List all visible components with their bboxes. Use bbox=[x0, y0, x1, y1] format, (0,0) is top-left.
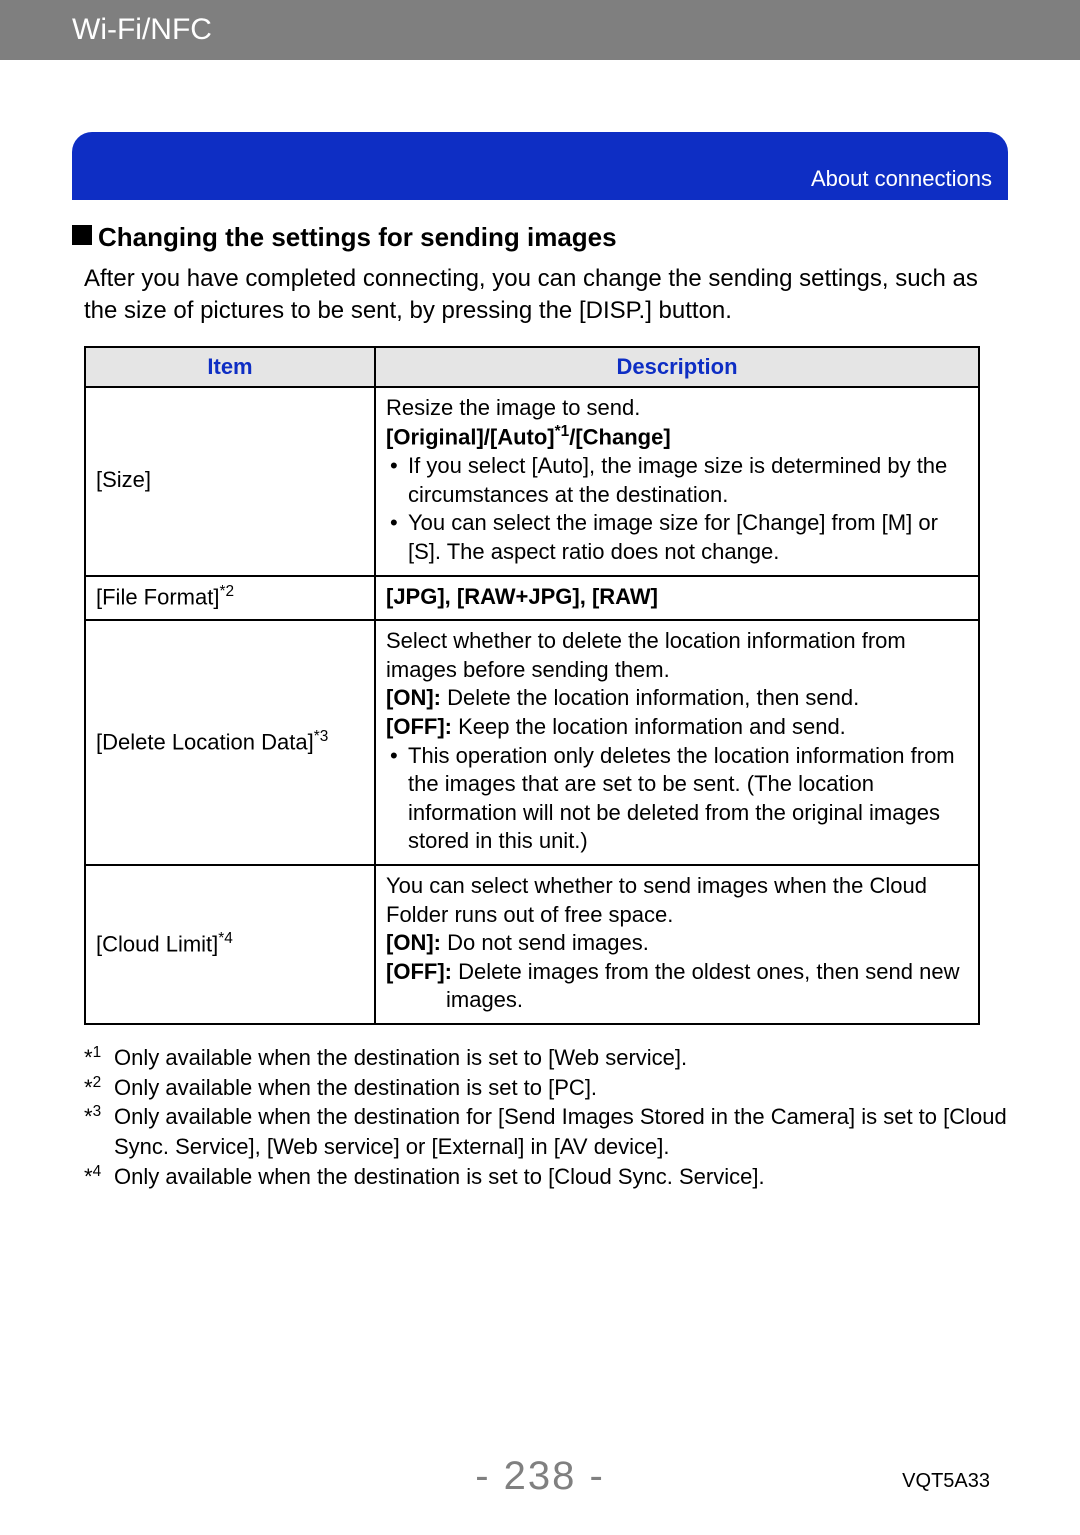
cloud-off-text-a: Delete images from the oldest ones, then… bbox=[452, 959, 960, 984]
size-bullets: If you select [Auto], the image size is … bbox=[386, 452, 968, 566]
deleteloc-off-text: Keep the location information and send. bbox=[452, 714, 846, 739]
footnote-4-num: 4 bbox=[93, 1163, 102, 1180]
deleteloc-item-text: [Delete Location Data] bbox=[96, 729, 314, 754]
size-bullet-1: If you select [Auto], the image size is … bbox=[386, 452, 968, 509]
footnote-4-text: Only available when the destination is s… bbox=[114, 1162, 1008, 1192]
deleteloc-on: [ON]: Delete the location information, t… bbox=[386, 684, 968, 713]
settings-table: Item Description [Size] Resize the image… bbox=[84, 346, 980, 1025]
footnote-4-mark: *4 bbox=[84, 1162, 114, 1192]
square-bullet-icon bbox=[72, 225, 92, 245]
size-line1: Resize the image to send. bbox=[386, 394, 968, 423]
cloud-on-label: [ON]: bbox=[386, 930, 441, 955]
section-band-label: About connections bbox=[811, 166, 992, 192]
deleteloc-line1: Select whether to delete the location in… bbox=[386, 627, 968, 684]
footnotes: *1 Only available when the destination i… bbox=[84, 1043, 1008, 1191]
cloud-on-text: Do not send images. bbox=[441, 930, 649, 955]
deleteloc-off-label: [OFF]: bbox=[386, 714, 452, 739]
footnote-3-num: 3 bbox=[93, 1103, 102, 1120]
table-header-row: Item Description bbox=[85, 347, 979, 387]
top-header-title: Wi-Fi/NFC bbox=[72, 13, 212, 46]
size-opt-sup: 1 bbox=[561, 423, 570, 440]
fileformat-values: [JPG], [RAW+JPG], [RAW] bbox=[386, 584, 658, 609]
footnote-2-mark: *2 bbox=[84, 1073, 114, 1103]
footnote-1-text: Only available when the destination is s… bbox=[114, 1043, 1008, 1073]
fileformat-item-text: [File Format] bbox=[96, 585, 219, 610]
cell-desc-deleteloc: Select whether to delete the location in… bbox=[375, 620, 979, 865]
footnote-1-num: 1 bbox=[93, 1044, 102, 1061]
deleteloc-on-label: [ON]: bbox=[386, 685, 441, 710]
header-description: Description bbox=[375, 347, 979, 387]
size-options: [Original]/[Auto]*1/[Change] bbox=[386, 422, 968, 452]
cell-item-cloud: [Cloud Limit]*4 bbox=[85, 865, 375, 1024]
deleteloc-on-text: Delete the location information, then se… bbox=[441, 685, 859, 710]
table-row: [Delete Location Data]*3 Select whether … bbox=[85, 620, 979, 865]
table-row: [Cloud Limit]*4 You can select whether t… bbox=[85, 865, 979, 1024]
footnote-2-text: Only available when the destination is s… bbox=[114, 1073, 1008, 1103]
footnote-3: *3 Only available when the destination f… bbox=[84, 1102, 1008, 1161]
section-title: Changing the settings for sending images bbox=[72, 222, 1008, 253]
table-row: [File Format]*2 [JPG], [RAW+JPG], [RAW] bbox=[85, 576, 979, 621]
footnote-2: *2 Only available when the destination i… bbox=[84, 1073, 1008, 1103]
section-band: About connections bbox=[72, 132, 1008, 200]
cloud-item-sup: 4 bbox=[224, 930, 233, 947]
footnote-3-mark: *3 bbox=[84, 1102, 114, 1161]
section-intro: After you have completed connecting, you… bbox=[84, 263, 1008, 328]
cell-desc-fileformat: [JPG], [RAW+JPG], [RAW] bbox=[375, 576, 979, 621]
section-body: Changing the settings for sending images… bbox=[0, 200, 1080, 1025]
page: Wi-Fi/NFC About connections Changing the… bbox=[0, 0, 1080, 1535]
size-bullet-2: You can select the image size for [Chang… bbox=[386, 509, 968, 566]
footnote-3-text: Only available when the destination for … bbox=[114, 1102, 1008, 1161]
cell-item-size: [Size] bbox=[85, 387, 375, 576]
fileformat-item-sup: 2 bbox=[225, 583, 234, 600]
deleteloc-bullets: This operation only deletes the location… bbox=[386, 742, 968, 856]
deleteloc-item-sup: 3 bbox=[320, 728, 329, 745]
top-header-bar: Wi-Fi/NFC bbox=[0, 0, 1080, 60]
cloud-off-b: images. bbox=[386, 986, 968, 1015]
footnote-2-num: 2 bbox=[93, 1074, 102, 1091]
deleteloc-bullet-1: This operation only deletes the location… bbox=[386, 742, 968, 856]
section-title-text: Changing the settings for sending images bbox=[98, 222, 617, 252]
table-row: [Size] Resize the image to send. [Origin… bbox=[85, 387, 979, 576]
size-opt-a: [Original]/[Auto] bbox=[386, 425, 555, 450]
cloud-item-text: [Cloud Limit] bbox=[96, 931, 218, 956]
cloud-line1: You can select whether to send images wh… bbox=[386, 872, 968, 929]
cell-item-fileformat: [File Format]*2 bbox=[85, 576, 375, 621]
cell-desc-cloud: You can select whether to send images wh… bbox=[375, 865, 979, 1024]
document-code: VQT5A33 bbox=[902, 1470, 990, 1493]
cloud-off-label: [OFF]: bbox=[386, 959, 452, 984]
size-opt-b: /[Change] bbox=[569, 425, 670, 450]
footnote-1: *1 Only available when the destination i… bbox=[84, 1043, 1008, 1073]
cloud-on: [ON]: Do not send images. bbox=[386, 929, 968, 958]
cell-item-deleteloc: [Delete Location Data]*3 bbox=[85, 620, 375, 865]
cloud-off-a: [OFF]: Delete images from the oldest one… bbox=[386, 958, 968, 987]
footnote-1-mark: *1 bbox=[84, 1043, 114, 1073]
header-item: Item bbox=[85, 347, 375, 387]
cell-desc-size: Resize the image to send. [Original]/[Au… bbox=[375, 387, 979, 576]
footnote-4: *4 Only available when the destination i… bbox=[84, 1162, 1008, 1192]
deleteloc-off: [OFF]: Keep the location information and… bbox=[386, 713, 968, 742]
